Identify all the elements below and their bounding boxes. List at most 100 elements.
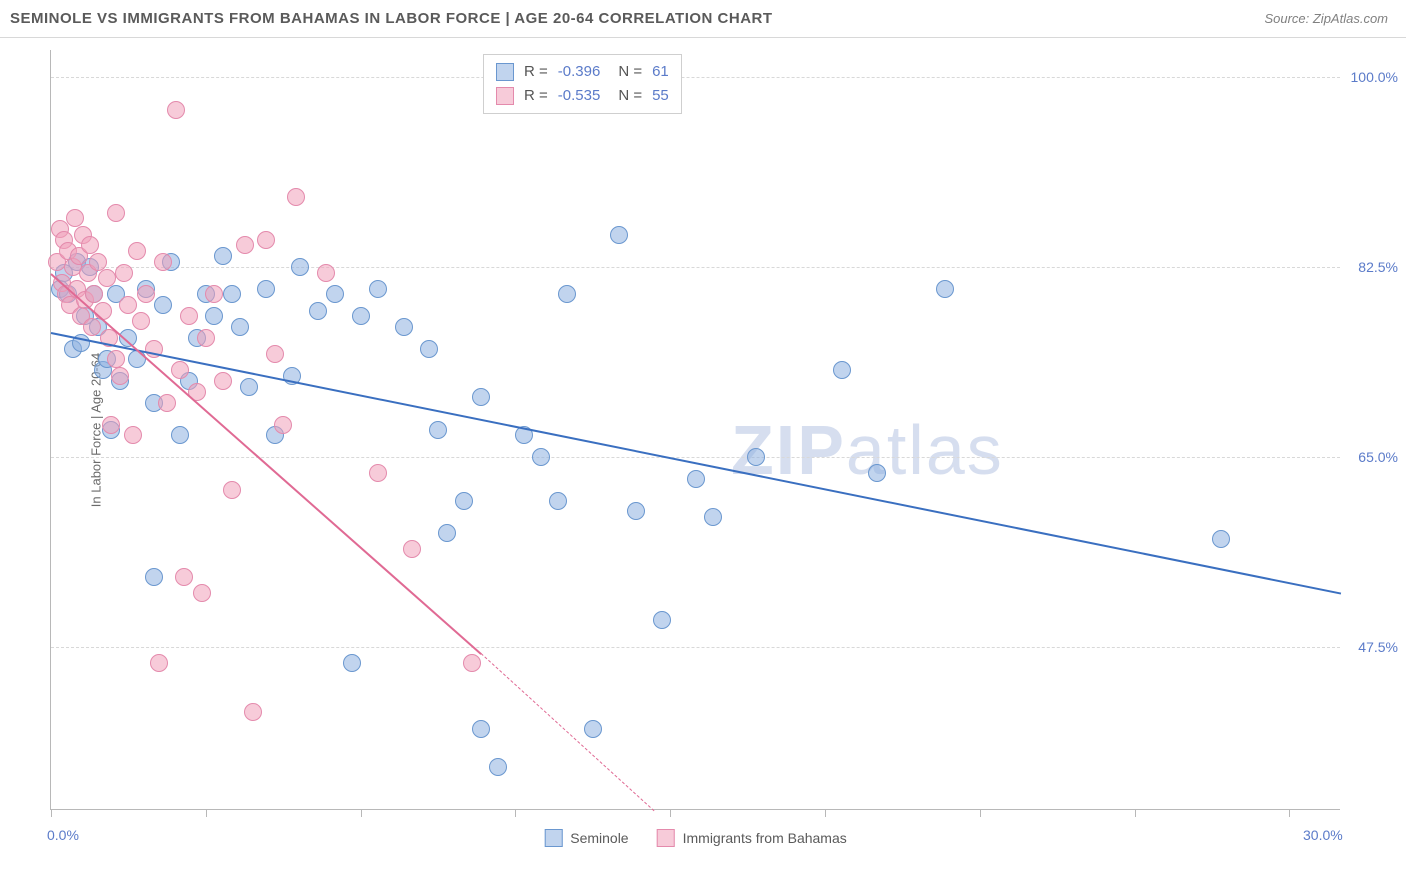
data-point bbox=[403, 540, 421, 558]
chart-title: SEMINOLE VS IMMIGRANTS FROM BAHAMAS IN L… bbox=[10, 10, 773, 27]
trendline bbox=[50, 273, 481, 654]
data-point bbox=[193, 584, 211, 602]
data-point bbox=[463, 654, 481, 672]
data-point bbox=[214, 372, 232, 390]
stat-n-value: 55 bbox=[652, 84, 669, 108]
data-point bbox=[83, 318, 101, 336]
legend-label: Seminole bbox=[570, 830, 628, 846]
stat-n-label: N = bbox=[618, 84, 642, 108]
data-point bbox=[137, 285, 155, 303]
data-point bbox=[274, 416, 292, 434]
data-point bbox=[369, 280, 387, 298]
legend-label: Immigrants from Bahamas bbox=[683, 830, 847, 846]
data-point bbox=[175, 568, 193, 586]
data-point bbox=[102, 416, 120, 434]
stat-r-value: -0.535 bbox=[558, 84, 601, 108]
data-point bbox=[240, 378, 258, 396]
data-point bbox=[167, 101, 185, 119]
data-point bbox=[558, 285, 576, 303]
gridline bbox=[51, 457, 1340, 458]
y-tick-label: 82.5% bbox=[1358, 259, 1398, 275]
data-point bbox=[85, 285, 103, 303]
data-point bbox=[154, 296, 172, 314]
data-point bbox=[205, 307, 223, 325]
gridline bbox=[51, 77, 1340, 78]
data-point bbox=[66, 209, 84, 227]
y-tick-label: 100.0% bbox=[1351, 69, 1398, 85]
data-point bbox=[128, 242, 146, 260]
x-tick bbox=[515, 809, 516, 817]
data-point bbox=[180, 307, 198, 325]
data-point bbox=[171, 426, 189, 444]
data-point bbox=[309, 302, 327, 320]
source-attribution: Source: ZipAtlas.com bbox=[1264, 11, 1388, 26]
data-point bbox=[868, 464, 886, 482]
data-point bbox=[369, 464, 387, 482]
data-point bbox=[352, 307, 370, 325]
data-point bbox=[214, 247, 232, 265]
data-point bbox=[610, 226, 628, 244]
data-point bbox=[115, 264, 133, 282]
gridline bbox=[51, 647, 1340, 648]
chart-header: SEMINOLE VS IMMIGRANTS FROM BAHAMAS IN L… bbox=[0, 0, 1406, 38]
legend-swatch bbox=[544, 829, 562, 847]
data-point bbox=[266, 345, 284, 363]
data-point bbox=[81, 236, 99, 254]
data-point bbox=[94, 302, 112, 320]
data-point bbox=[549, 492, 567, 510]
data-point bbox=[584, 720, 602, 738]
data-point bbox=[158, 394, 176, 412]
data-point bbox=[107, 350, 125, 368]
correlation-legend: R =-0.396N = 61R = -0.535 N = 55 bbox=[483, 54, 682, 114]
data-point bbox=[472, 720, 490, 738]
legend-swatch bbox=[496, 87, 514, 105]
data-point bbox=[154, 253, 172, 271]
legend-swatch bbox=[496, 63, 514, 81]
stat-r-label: R = bbox=[524, 84, 548, 108]
data-point bbox=[223, 285, 241, 303]
data-point bbox=[171, 361, 189, 379]
data-point bbox=[287, 188, 305, 206]
scatter-chart: In Labor Force | Age 20-64 ZIPatlas 47.5… bbox=[50, 50, 1340, 810]
x-tick bbox=[1289, 809, 1290, 817]
correlation-row: R = -0.535 N = 55 bbox=[496, 84, 669, 108]
data-point bbox=[1212, 530, 1230, 548]
trendline bbox=[51, 332, 1341, 595]
data-point bbox=[326, 285, 344, 303]
data-point bbox=[687, 470, 705, 488]
data-point bbox=[455, 492, 473, 510]
x-tick bbox=[980, 809, 981, 817]
gridline bbox=[51, 267, 1340, 268]
data-point bbox=[231, 318, 249, 336]
stat-r-label: R = bbox=[524, 60, 548, 84]
data-point bbox=[223, 481, 241, 499]
data-point bbox=[124, 426, 142, 444]
data-point bbox=[197, 329, 215, 347]
series-legend: Seminole Immigrants from Bahamas bbox=[544, 829, 847, 847]
x-tick bbox=[1135, 809, 1136, 817]
data-point bbox=[145, 568, 163, 586]
data-point bbox=[936, 280, 954, 298]
correlation-row: R =-0.396N = 61 bbox=[496, 60, 669, 84]
data-point bbox=[236, 236, 254, 254]
data-point bbox=[128, 350, 146, 368]
data-point bbox=[257, 231, 275, 249]
x-tick bbox=[51, 809, 52, 817]
data-point bbox=[833, 361, 851, 379]
data-point bbox=[150, 654, 168, 672]
data-point bbox=[627, 502, 645, 520]
x-label-min: 0.0% bbox=[47, 827, 79, 843]
data-point bbox=[98, 269, 116, 287]
legend-item: Immigrants from Bahamas bbox=[657, 829, 847, 847]
data-point bbox=[343, 654, 361, 672]
data-point bbox=[291, 258, 309, 276]
stat-n-value: 61 bbox=[652, 60, 669, 84]
legend-item: Seminole bbox=[544, 829, 628, 847]
data-point bbox=[653, 611, 671, 629]
data-point bbox=[420, 340, 438, 358]
x-tick bbox=[206, 809, 207, 817]
data-point bbox=[438, 524, 456, 542]
data-point bbox=[472, 388, 490, 406]
data-point bbox=[132, 312, 150, 330]
data-point bbox=[244, 703, 262, 721]
